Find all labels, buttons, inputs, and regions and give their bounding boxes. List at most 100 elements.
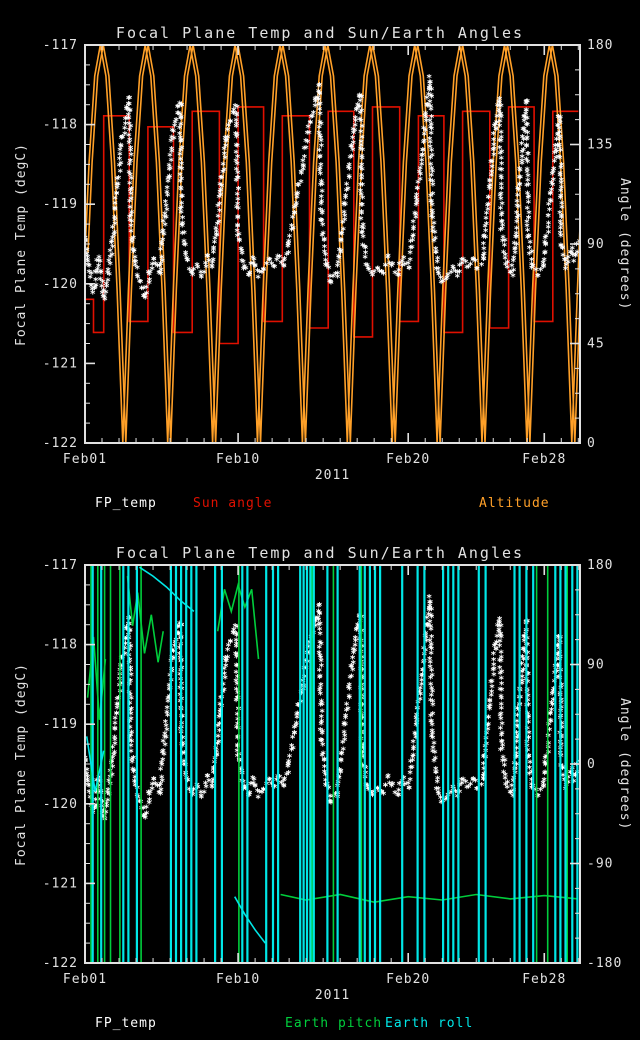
fp-temp-point: * — [213, 230, 219, 241]
fp-temp-point: * — [524, 98, 530, 109]
fp-temp-point: * — [175, 103, 181, 114]
left-tick-label: -121 — [43, 876, 78, 891]
fp-temp-point: * — [497, 144, 503, 155]
fp-temp-point: * — [427, 602, 433, 613]
fp-temp-point: * — [281, 256, 287, 267]
fp-temp-point: * — [185, 777, 191, 788]
fp-temp-point: * — [293, 720, 299, 731]
fp-temp-point: * — [436, 270, 442, 281]
fp-temp-point: * — [514, 734, 520, 745]
fp-temp-point: * — [103, 289, 109, 300]
fp-temp-point: * — [435, 254, 441, 265]
fp-temp-point: * — [128, 748, 134, 759]
fp-temp-point: * — [523, 142, 529, 153]
fp-temp-point: * — [554, 148, 560, 159]
fp-temp-point: * — [548, 186, 554, 197]
fp-temp-point: * — [128, 742, 134, 753]
fp-temp-point: * — [161, 751, 167, 762]
fp-temp-point: * — [333, 790, 339, 801]
fp-temp-point: * — [429, 147, 435, 158]
fp-temp-point: * — [288, 226, 294, 237]
fp-temp-point: * — [501, 768, 507, 779]
fp-temp-point: * — [251, 255, 257, 266]
fp-temp-point: * — [281, 262, 287, 273]
fp-temp-point: * — [524, 136, 530, 147]
fp-temp-point: * — [423, 637, 429, 648]
fp-temp-point: * — [110, 243, 116, 254]
fp-temp-point: * — [529, 780, 535, 791]
fp-temp-point: * — [338, 767, 344, 778]
fp-temp-point: * — [98, 269, 104, 280]
fp-temp-point: * — [105, 797, 111, 808]
fp-temp-point: * — [379, 788, 385, 799]
fp-temp-point: * — [511, 254, 517, 265]
fp-temp-point: * — [209, 259, 215, 270]
fp-temp-point: * — [188, 268, 194, 279]
fp-temp-point: * — [377, 268, 383, 279]
fp-temp-point: * — [401, 774, 407, 785]
fp-temp-point: * — [109, 758, 115, 769]
fp-temp-point: * — [96, 777, 102, 788]
fp-temp-point: * — [396, 792, 402, 803]
fp-temp-point: * — [215, 722, 221, 733]
fp-temp-point: * — [223, 137, 229, 148]
fp-temp-point: * — [210, 776, 216, 787]
fp-temp-point: * — [526, 193, 532, 204]
fp-temp-point: * — [406, 784, 412, 795]
fp-temp-point: * — [498, 113, 504, 124]
fp-temp-point: * — [88, 270, 94, 281]
fp-temp-point: * — [221, 145, 227, 156]
fp-temp-point: * — [560, 244, 566, 255]
series-path — [85, 106, 579, 345]
right-tick-label: 90 — [587, 658, 605, 673]
fp-temp-point: * — [355, 621, 361, 632]
top-plot-svg: ****************************************… — [43, 38, 613, 467]
fp-temp-point: * — [410, 745, 416, 756]
fp-temp-point: * — [413, 733, 419, 744]
fp-temp-point: * — [233, 120, 239, 131]
fp-temp-point: * — [340, 738, 346, 749]
fp-temp-point: * — [562, 265, 568, 276]
fp-temp-point: * — [94, 268, 100, 279]
fp-temp-point: * — [114, 700, 120, 711]
bottom-plot-svg: ****************************************… — [43, 558, 622, 987]
fp-temp-point: * — [382, 781, 388, 792]
fp-temp-point: * — [557, 154, 563, 165]
fp-temp-point: * — [114, 184, 120, 195]
fp-temp-point: * — [166, 166, 172, 177]
fp-temp-point: * — [239, 250, 245, 261]
fp-temp-point: * — [117, 146, 123, 157]
fp-temp-point: * — [250, 254, 256, 265]
fp-temp-point: * — [112, 736, 118, 747]
fp-temp-point: * — [203, 783, 209, 794]
fp-temp-point: * — [541, 262, 547, 273]
fp-temp-point: * — [431, 757, 437, 768]
fp-temp-point: * — [195, 784, 201, 795]
fp-temp-point: * — [210, 768, 216, 779]
fp-temp-point: * — [316, 129, 322, 140]
fp-temp-point: * — [360, 224, 366, 235]
fp-temp-point: * — [112, 724, 118, 735]
fp-temp-point: * — [336, 252, 342, 263]
fp-temp-point: * — [342, 201, 348, 212]
fp-temp-point: * — [91, 805, 97, 816]
fp-temp-point: * — [231, 629, 237, 640]
fp-temp-point: * — [491, 661, 497, 672]
fp-temp-point: * — [520, 646, 526, 657]
fp-temp-point: * — [285, 762, 291, 773]
fp-temp-point: * — [165, 712, 171, 723]
fp-temp-point: * — [497, 712, 503, 723]
fp-temp-point: * — [498, 657, 504, 668]
fp-temp-point: * — [504, 264, 510, 275]
fp-temp-point: * — [500, 757, 506, 768]
fp-temp-point: * — [338, 756, 344, 767]
fp-temp-point: * — [124, 104, 130, 115]
fp-temp-point: * — [112, 714, 118, 725]
fp-temp-point: * — [346, 681, 352, 692]
fp-temp-point: * — [182, 241, 188, 252]
fp-temp-point: * — [217, 181, 223, 192]
fp-temp-point: * — [489, 168, 495, 179]
fp-temp-point: * — [533, 266, 539, 277]
top-right-axis-title: Angle (degrees) — [617, 177, 632, 311]
fp-temp-point: * — [142, 291, 148, 302]
